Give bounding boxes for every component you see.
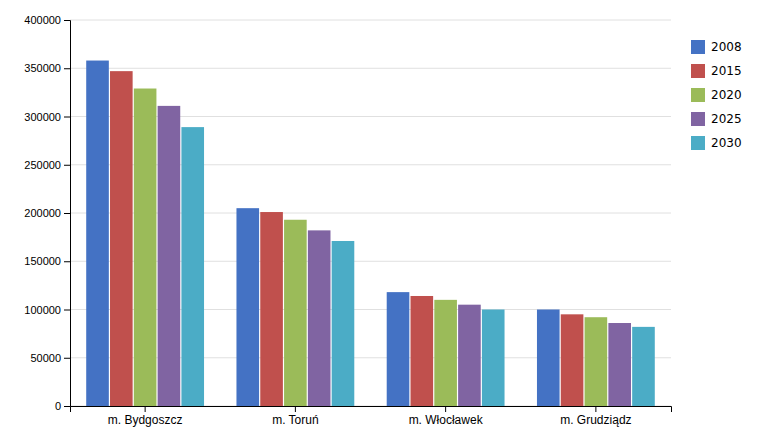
bar [110,71,133,406]
tick-mark [595,406,596,412]
tick-label: 150000 [24,255,61,267]
tick-label: 200000 [24,207,61,219]
bar [482,310,505,407]
bar [86,61,109,406]
tick-mark [64,165,70,166]
tick-mark [145,406,146,412]
legend-item: 2015 [691,64,742,78]
tick-label: 100000 [24,304,61,316]
legend-item: 2020 [691,88,742,102]
tick-mark [445,406,446,412]
y-axis: 0 50000 100000 150000 200000 250000 300000 3500… [24,14,70,412]
bar [158,106,181,406]
tick-mark [64,117,70,118]
plot: 0 50000 100000 150000 200000 250000 300000 3500… [24,14,671,427]
tick: 50000 [30,352,70,364]
bar [332,241,355,406]
tick-label: 250000 [24,159,61,171]
legend-item: 2025 [691,112,742,126]
tick-mark [64,213,70,214]
legend-label: 2008 [711,40,742,54]
tick: 200000 [24,207,70,219]
tick-label: 300000 [24,111,61,123]
tick: m. Włocławek [409,406,484,427]
legend-swatch [691,88,705,102]
tick-label: m. Bydgoszcz [108,413,183,427]
bar [537,310,560,407]
tick: 150000 [24,255,70,267]
tick-mark [64,406,70,407]
bar [284,220,307,406]
legend-label: 2020 [711,88,742,102]
bar [561,314,584,406]
legend-label: 2030 [711,136,742,150]
tick-label: 350000 [24,62,61,74]
tick: 0 [55,400,70,412]
bar-series [110,71,583,406]
tick: m. Bydgoszcz [108,406,183,427]
bar [181,127,204,406]
tick-mark [64,358,70,359]
tick-mark [64,310,70,311]
bar [260,212,283,406]
legend-item: 2030 [691,136,742,150]
legend-label: 2025 [711,112,742,126]
axis-line [71,407,672,413]
bar [411,296,434,406]
bar [134,89,157,406]
grid-line [70,68,671,69]
tick-label: m. Grudziądz [560,413,631,427]
legend-swatch [691,112,705,126]
bar [458,305,481,406]
tick-label: m. Toruń [272,413,318,427]
tick-label: 50000 [30,352,61,364]
bars [86,61,655,406]
axis-line [64,21,71,407]
bar [632,327,655,406]
legend-swatch [691,64,705,78]
tick-mark [64,20,70,21]
tick: 300000 [24,111,70,123]
tick-mark [64,68,70,69]
bar [387,292,410,406]
tick: 250000 [24,159,70,171]
grid [70,20,671,406]
legend-swatch [691,136,705,150]
tick-mark [295,406,296,412]
legend-swatch [691,40,705,54]
bar-series [134,89,607,406]
bar [308,230,331,406]
tick: m. Grudziądz [560,406,631,427]
bar [434,300,457,406]
bar-series [181,127,654,406]
bar [608,323,631,406]
tick: 350000 [24,62,70,74]
legend: 2008 2015 2020 2025 2030 [691,40,742,150]
tick-label: 0 [55,400,61,412]
tick-mark [64,261,70,262]
bar-series [86,61,559,406]
tick: 400000 [24,14,70,26]
bar [585,317,608,406]
bar [236,208,259,406]
bar-series [158,106,631,406]
chart: 0 50000 100000 150000 200000 250000 300000 3500… [0,0,771,446]
legend-item: 2008 [691,40,742,54]
legend-label: 2015 [711,64,742,78]
tick: m. Toruń [272,406,318,427]
tick-label: 400000 [24,14,61,26]
tick-label: m. Włocławek [409,413,484,427]
grid-line [70,20,671,21]
x-axis: m. Bydgoszcz m. Toruń m. Włocławek m. Grudz… [71,406,672,427]
tick: 100000 [24,304,70,316]
